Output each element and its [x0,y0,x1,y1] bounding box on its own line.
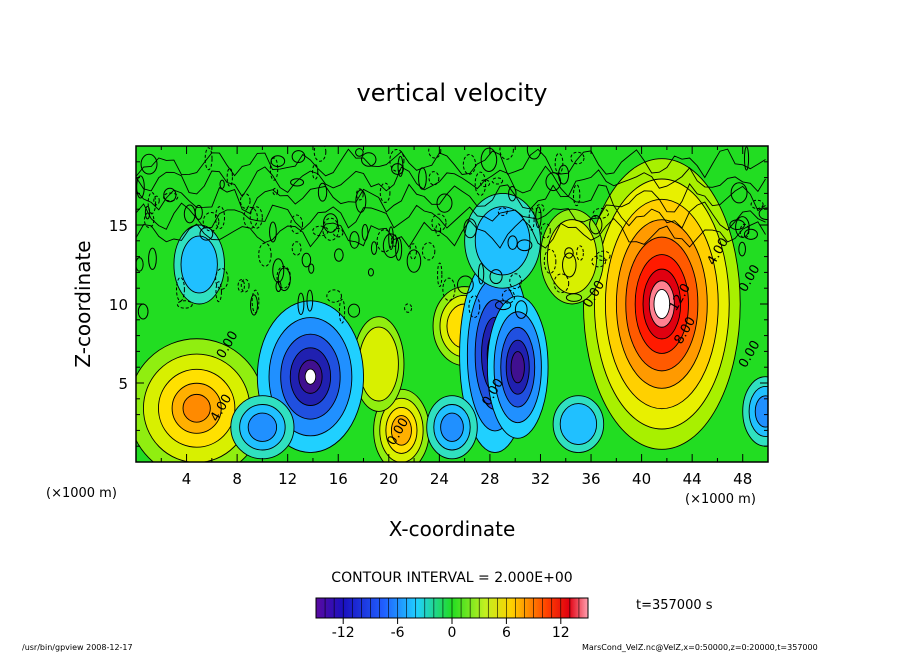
x-tick-label: 40 [632,470,651,488]
x-tick-label: 20 [379,470,398,488]
y-tick-label: 5 [118,375,128,393]
colorbar-tick-label: 6 [502,625,511,641]
chart-title: vertical velocity [357,79,548,107]
x-tick-label: 8 [232,470,242,488]
x-tick-label: 28 [480,470,499,488]
x-tick-label: 36 [581,470,600,488]
x-tick-label: 16 [329,470,348,488]
x-tick-label: 4 [182,470,192,488]
x-tick-label: 12 [278,470,297,488]
x-axis-label: X-coordinate [389,517,516,541]
x-tick-label: 48 [733,470,752,488]
x-tick-label: 24 [430,470,449,488]
time-label: t=357000 s [636,598,713,613]
x-tick-label: 44 [683,470,702,488]
y-axis: 5 10 15 [109,145,768,463]
x-axis: 4 8 12 16 20 24 28 32 36 40 44 48 [135,146,769,488]
x-unit-left: (×1000 m) [46,486,117,501]
colorbar-tick-label: -6 [391,625,405,641]
colorbar: -12 -6 0 6 12 [315,597,589,641]
y-tick-label: 15 [109,217,128,235]
x-unit-right: (×1000 m) [685,492,756,507]
contour-interval: CONTOUR INTERVAL = 2.000E+00 [331,570,572,586]
colorbar-tick-label: 0 [448,625,457,641]
y-axis-label: Z-coordinate [71,240,95,367]
colorbar-tick-label: 12 [552,625,570,641]
footer-left: /usr/bin/gpview 2008-12-17 [22,643,133,652]
x-tick-label: 32 [531,470,550,488]
plot-area [136,146,768,462]
footer-right: MarsCond_VelZ.nc@VelZ,x=0:50000,z=0:2000… [582,643,818,652]
colorbar-tick-label: -12 [332,625,355,641]
y-tick-label: 10 [109,296,128,314]
